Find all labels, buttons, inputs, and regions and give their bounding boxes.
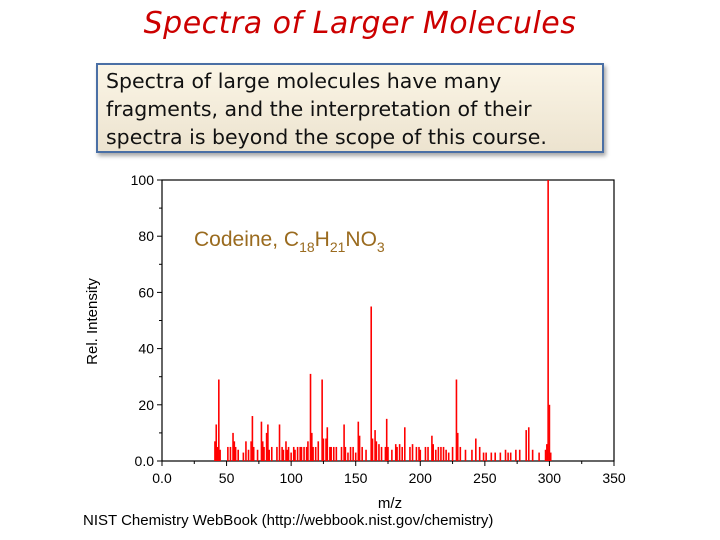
formula-subscript: 21 bbox=[330, 239, 346, 255]
callout-line-3: spectra is beyond the scope of this cour… bbox=[106, 125, 547, 149]
compound-name: Codeine, bbox=[194, 228, 284, 251]
callout-line-1: Spectra of large molecules have many bbox=[106, 69, 502, 93]
formula-subscript: 3 bbox=[377, 239, 385, 255]
formula-element: H bbox=[315, 228, 330, 251]
callout-line-2: fragments, and the interpretation of the… bbox=[106, 97, 532, 121]
x-tick-label: 250 bbox=[473, 470, 497, 486]
x-tick-label: 100 bbox=[279, 470, 303, 486]
y-tick-label: 80 bbox=[138, 228, 154, 244]
x-tick-label: 200 bbox=[409, 470, 433, 486]
x-tick-label: 350 bbox=[602, 470, 626, 486]
x-tick-label: 300 bbox=[538, 470, 562, 486]
compound-annotation: Codeine, C18H21NO3 bbox=[194, 228, 385, 255]
x-axis-label: m/z bbox=[378, 495, 402, 512]
source-citation: NIST Chemistry WebBook (http://webbook.n… bbox=[83, 512, 494, 529]
y-tick-label: 100 bbox=[131, 172, 155, 188]
formula-element: NO bbox=[345, 228, 377, 251]
plot-frame bbox=[161, 179, 615, 462]
x-tick-label: 0.0 bbox=[152, 470, 172, 486]
x-tick-label: 150 bbox=[344, 470, 368, 486]
y-tick-label: 60 bbox=[138, 284, 154, 300]
y-tick-label: 0.0 bbox=[135, 453, 155, 469]
callout-box: Spectra of large molecules have many fra… bbox=[96, 63, 604, 153]
y-tick-label: 40 bbox=[138, 341, 154, 357]
slide-title: Spectra of Larger Molecules bbox=[143, 6, 577, 41]
formula-element: C bbox=[284, 228, 299, 251]
y-tick-label: 20 bbox=[138, 397, 154, 413]
x-tick-label: 50 bbox=[219, 470, 235, 486]
y-axis-label: Rel. Intensity bbox=[84, 278, 101, 365]
formula-subscript: 18 bbox=[299, 239, 315, 255]
